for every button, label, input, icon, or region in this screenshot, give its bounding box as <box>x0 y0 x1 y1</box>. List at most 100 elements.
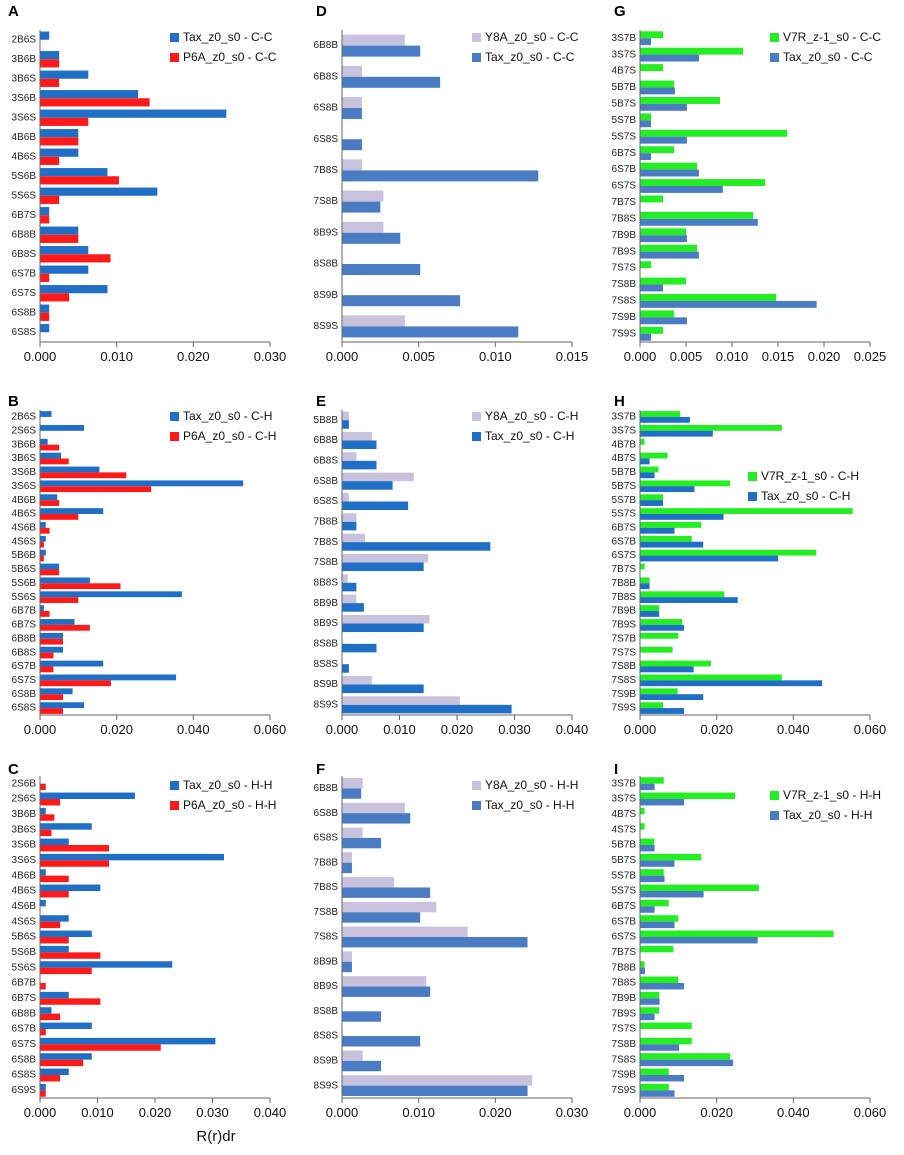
bar <box>342 594 357 604</box>
bar <box>640 632 679 639</box>
bar <box>40 694 63 701</box>
category-label: 5S6S <box>12 592 37 603</box>
bar <box>640 1090 675 1097</box>
bar <box>640 47 744 55</box>
bar <box>40 807 46 815</box>
bar <box>40 513 79 520</box>
bar <box>40 983 46 990</box>
bar <box>342 1075 533 1086</box>
category-label: 6B7B <box>12 606 37 617</box>
bar <box>40 1013 61 1021</box>
category-label: 4B6B <box>12 495 37 506</box>
x-tick-label: 0.020 <box>100 722 133 737</box>
category-label: 5B6S <box>12 932 37 943</box>
bar <box>640 624 685 631</box>
bar <box>640 1083 669 1091</box>
bar <box>342 562 424 572</box>
category-label: 7B8B <box>612 578 637 589</box>
category-label: 8S9S <box>314 699 339 710</box>
category-label: 4B6S <box>12 886 37 897</box>
bar <box>640 792 736 799</box>
category-label: 3S7B <box>612 412 637 423</box>
bar <box>640 646 673 653</box>
category-label: 5B7S <box>612 855 637 866</box>
category-label: 3B6B <box>12 809 37 820</box>
bar <box>640 549 817 556</box>
bar <box>342 159 362 171</box>
bar <box>40 195 60 204</box>
bar <box>40 59 60 68</box>
bar <box>640 921 675 929</box>
x-tick-label: 0.000 <box>24 1105 57 1120</box>
bar <box>342 34 405 46</box>
category-label: 6B8S <box>314 455 339 466</box>
bar <box>40 549 46 556</box>
category-label: 7B8S <box>612 592 637 603</box>
legend-swatch <box>770 791 779 800</box>
x-tick-label: 0.010 <box>383 722 416 737</box>
x-tick-label: 0.015 <box>762 349 795 364</box>
category-label: 3B6B <box>12 54 37 65</box>
bar <box>640 277 686 285</box>
bar <box>342 295 461 307</box>
category-label: 4S6B <box>12 901 37 912</box>
bar <box>640 424 782 431</box>
bar <box>342 513 357 522</box>
bar <box>40 90 139 99</box>
category-label: 8S9S <box>314 1080 339 1091</box>
category-label: 5S6B <box>12 171 37 182</box>
bar <box>40 480 244 487</box>
bar <box>40 998 101 1005</box>
bar <box>640 294 777 301</box>
bar <box>342 1060 382 1072</box>
category-label: 5B6S <box>12 564 37 575</box>
bar <box>640 915 679 922</box>
bar <box>40 991 69 999</box>
bar <box>40 945 69 953</box>
x-tick-label: 0.005 <box>402 349 435 364</box>
bar <box>40 875 69 883</box>
bar <box>40 1059 84 1067</box>
category-label: 7S8B <box>612 661 637 672</box>
bar <box>640 458 650 465</box>
x-tick-label: 0.020 <box>700 722 733 737</box>
legend-swatch <box>170 53 179 62</box>
category-label: 7S8B <box>314 907 339 918</box>
category-label: 4S6S <box>12 916 37 927</box>
category-label: 3B6B <box>12 439 37 450</box>
bar <box>640 591 725 598</box>
legend-swatch <box>472 53 481 62</box>
bar <box>40 829 52 837</box>
bar <box>40 293 70 302</box>
bar <box>40 591 182 598</box>
x-tick-label: 0.030 <box>556 1105 589 1120</box>
bar <box>640 702 663 709</box>
category-label: 7B9B <box>612 606 637 617</box>
bar <box>640 480 731 487</box>
x-tick-label: 0.010 <box>81 1105 114 1120</box>
bar <box>342 877 395 888</box>
bar <box>640 80 675 88</box>
category-label: 4B7S <box>612 809 637 820</box>
category-label: 3S7S <box>612 794 637 805</box>
category-label: 7B8S <box>314 537 339 548</box>
bar <box>40 500 60 506</box>
bar <box>640 1007 660 1014</box>
bar <box>640 945 674 953</box>
x-tick-label: 0.000 <box>624 349 657 364</box>
category-label: 2S6B <box>12 778 37 789</box>
category-label: 5S7B <box>612 495 637 506</box>
legend-label: Tax_z0_s0 - C-H <box>761 489 850 503</box>
bar <box>640 853 702 861</box>
category-label: 5B7B <box>612 82 637 93</box>
bar <box>40 78 60 87</box>
category-label: 7B7S <box>612 947 637 958</box>
category-label: 7B7S <box>612 197 637 208</box>
category-label: 6B8B <box>314 40 339 51</box>
x-tick-label: 0.040 <box>777 1105 810 1120</box>
category-label: 6S8B <box>12 307 37 318</box>
category-label: 6B8B <box>12 229 37 240</box>
legend-label: Tax_z0_s0 - H-H <box>485 798 574 812</box>
